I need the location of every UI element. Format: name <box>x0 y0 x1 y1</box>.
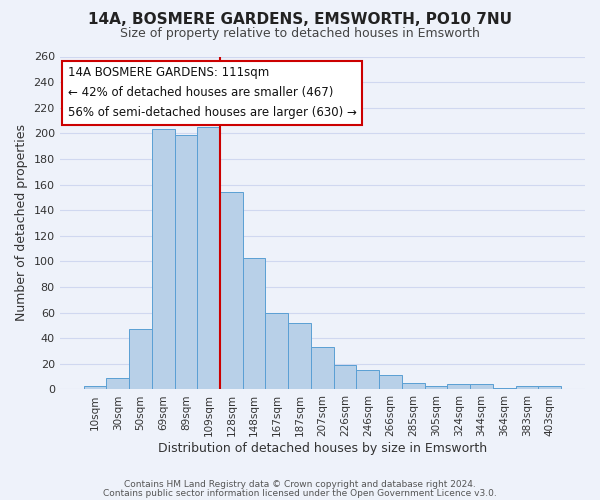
Bar <box>288 323 311 390</box>
Bar <box>470 384 493 390</box>
Bar <box>220 192 243 390</box>
Bar <box>379 376 402 390</box>
Bar <box>106 378 129 390</box>
Y-axis label: Number of detached properties: Number of detached properties <box>15 124 28 322</box>
Text: Contains HM Land Registry data © Crown copyright and database right 2024.: Contains HM Land Registry data © Crown c… <box>124 480 476 489</box>
Bar <box>356 370 379 390</box>
Bar <box>152 130 175 390</box>
Text: 14A BOSMERE GARDENS: 111sqm
← 42% of detached houses are smaller (467)
56% of se: 14A BOSMERE GARDENS: 111sqm ← 42% of det… <box>68 66 356 120</box>
Bar <box>129 330 152 390</box>
Bar <box>197 127 220 390</box>
Bar <box>175 134 197 390</box>
Bar <box>493 388 515 390</box>
Bar <box>402 383 425 390</box>
Bar <box>83 386 106 390</box>
Bar <box>425 386 448 390</box>
Text: 14A, BOSMERE GARDENS, EMSWORTH, PO10 7NU: 14A, BOSMERE GARDENS, EMSWORTH, PO10 7NU <box>88 12 512 28</box>
Bar <box>265 312 288 390</box>
Bar <box>311 347 334 390</box>
Bar <box>538 386 561 390</box>
Bar <box>448 384 470 390</box>
X-axis label: Distribution of detached houses by size in Emsworth: Distribution of detached houses by size … <box>158 442 487 455</box>
Bar <box>515 386 538 390</box>
Bar <box>243 258 265 390</box>
Text: Size of property relative to detached houses in Emsworth: Size of property relative to detached ho… <box>120 28 480 40</box>
Text: Contains public sector information licensed under the Open Government Licence v3: Contains public sector information licen… <box>103 488 497 498</box>
Bar <box>334 365 356 390</box>
